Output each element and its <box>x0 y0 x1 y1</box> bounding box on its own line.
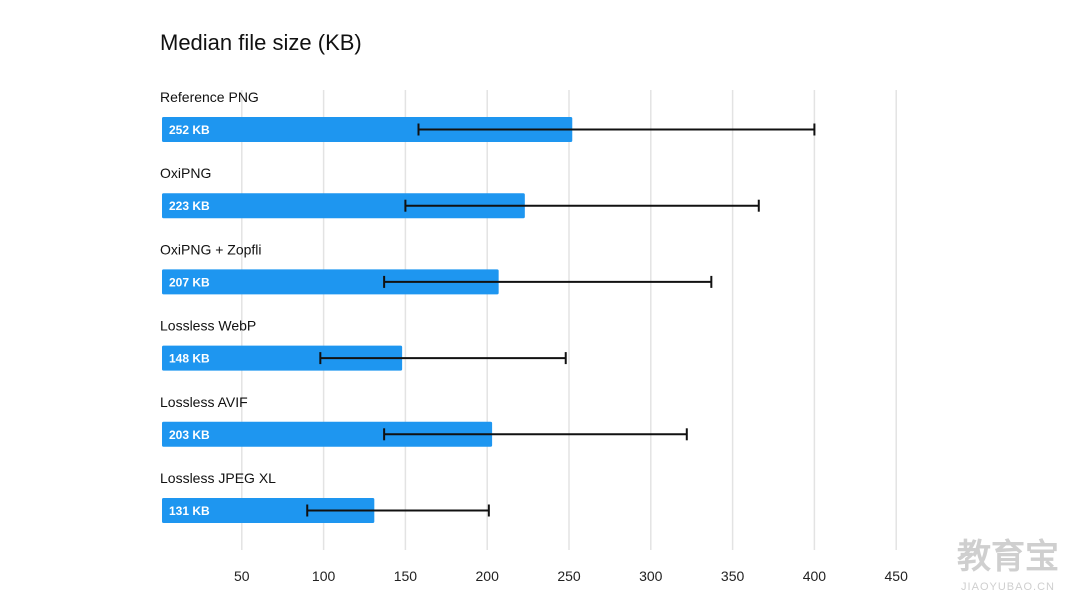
bar-row: OxiPNG + Zopfli 207 KB <box>160 241 713 295</box>
error-bar <box>383 428 688 441</box>
x-tick-label: 250 <box>557 568 581 584</box>
bar <box>162 117 573 142</box>
watermark-subtext: JIAOYUBAO.CN <box>961 581 1055 593</box>
x-tick-label: 400 <box>803 568 827 584</box>
bar-value-label: 207 KB <box>169 275 210 289</box>
bar <box>162 345 403 371</box>
bar-row: Lossless JPEG XL 131 KB <box>160 470 490 523</box>
grid-lines <box>241 90 897 550</box>
x-tick-label: 450 <box>885 568 909 584</box>
bar <box>162 498 375 523</box>
category-label: Reference PNG <box>160 89 259 105</box>
watermark: 教育宝 JIAOYUBAO.CN <box>957 538 1059 593</box>
category-label: Lossless AVIF <box>160 394 248 410</box>
x-tick-label: 350 <box>721 568 745 584</box>
bar-value-label: 252 KB <box>169 123 210 137</box>
x-axis-ticks: 50 100 150 200 250 300 350 400 450 <box>234 568 908 584</box>
error-bar <box>417 123 816 136</box>
category-label: Lossless JPEG XL <box>160 470 276 486</box>
category-label: Lossless WebP <box>160 318 256 334</box>
bars: Reference PNG 252 KB OxiPNG 223 KB OxiPNG + … <box>160 89 816 523</box>
error-bar <box>306 504 490 517</box>
x-tick-label: 150 <box>394 568 418 584</box>
bar-row: Lossless WebP 148 KB <box>160 318 567 371</box>
error-bar <box>383 275 713 288</box>
bar <box>162 269 499 295</box>
bar-value-label: 203 KB <box>169 428 210 442</box>
category-label: OxiPNG <box>160 165 211 181</box>
error-bar <box>404 199 760 212</box>
bar-row: Reference PNG 252 KB <box>160 89 816 142</box>
bar <box>162 193 525 219</box>
x-tick-label: 200 <box>476 568 500 584</box>
bar-row: OxiPNG 223 KB <box>160 165 760 219</box>
category-label: OxiPNG + Zopfli <box>160 241 262 257</box>
bar <box>162 421 493 447</box>
x-tick-label: 50 <box>234 568 250 584</box>
bar-row: Lossless AVIF 203 KB <box>160 394 688 447</box>
x-tick-label: 300 <box>639 568 663 584</box>
bar-value-label: 223 KB <box>169 199 210 213</box>
chart-title: Median file size (KB) <box>160 30 362 55</box>
bar-value-label: 131 KB <box>169 504 210 518</box>
watermark-text: 教育宝 <box>957 538 1059 576</box>
bar-value-label: 148 KB <box>169 352 210 366</box>
error-bar <box>319 352 567 365</box>
x-tick-label: 100 <box>312 568 336 584</box>
